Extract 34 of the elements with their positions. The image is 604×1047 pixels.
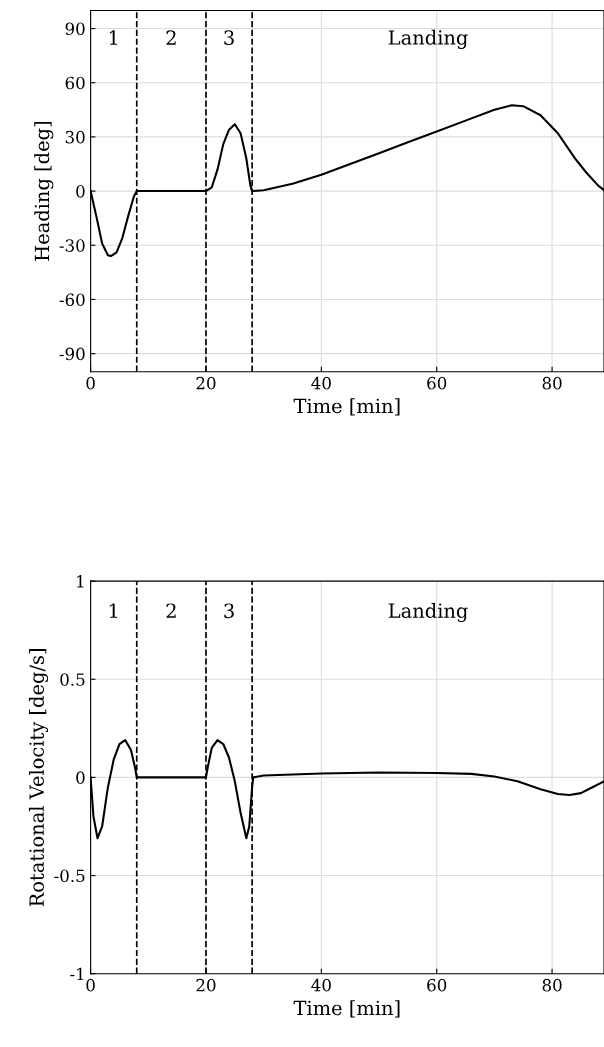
y-tick-label: -60: [59, 293, 85, 307]
y-axis-title: Rotational Velocity [deg/s]: [28, 649, 49, 907]
y-tick-label: -90: [59, 347, 85, 361]
x-tick-label: 60: [427, 376, 447, 390]
annotation: 1: [109, 30, 118, 45]
annotation: 1: [109, 603, 118, 618]
x-tick-label: 40: [311, 978, 331, 992]
y-tick-label: 0: [76, 185, 85, 198]
x-axis-title: Time [min]: [293, 398, 400, 416]
x-tick-label: 80: [542, 376, 562, 390]
y-axis-title: Heading [deg]: [34, 122, 54, 261]
y-tick-label: 1: [77, 575, 84, 588]
y-tick-label: 90: [65, 22, 85, 36]
y-tick-label: 30: [65, 130, 85, 144]
annotation: 3: [224, 30, 234, 46]
x-tick-label: 60: [427, 978, 447, 992]
x-tick-label: 20: [196, 978, 216, 992]
y-tick-label: 0: [76, 771, 85, 784]
annotation: Landing: [388, 29, 468, 49]
annotation: 2: [166, 30, 176, 45]
x-tick-label: 0: [86, 978, 95, 992]
y-tick-label: 0.5: [60, 673, 85, 686]
annotation: Landing: [388, 602, 468, 623]
y-tick-label: -30: [59, 239, 85, 252]
x-tick-label: 0: [86, 376, 95, 390]
x-tick-label: 20: [196, 376, 216, 390]
annotation: 3: [224, 603, 234, 619]
x-axis-title: Time [min]: [293, 1000, 400, 1018]
x-tick-label: 40: [311, 376, 331, 390]
y-tick-label: -1: [70, 967, 84, 981]
y-tick-label: 60: [65, 76, 85, 90]
annotation: 2: [166, 603, 176, 618]
x-tick-label: 80: [542, 978, 562, 992]
y-tick-label: -0.5: [54, 869, 85, 883]
